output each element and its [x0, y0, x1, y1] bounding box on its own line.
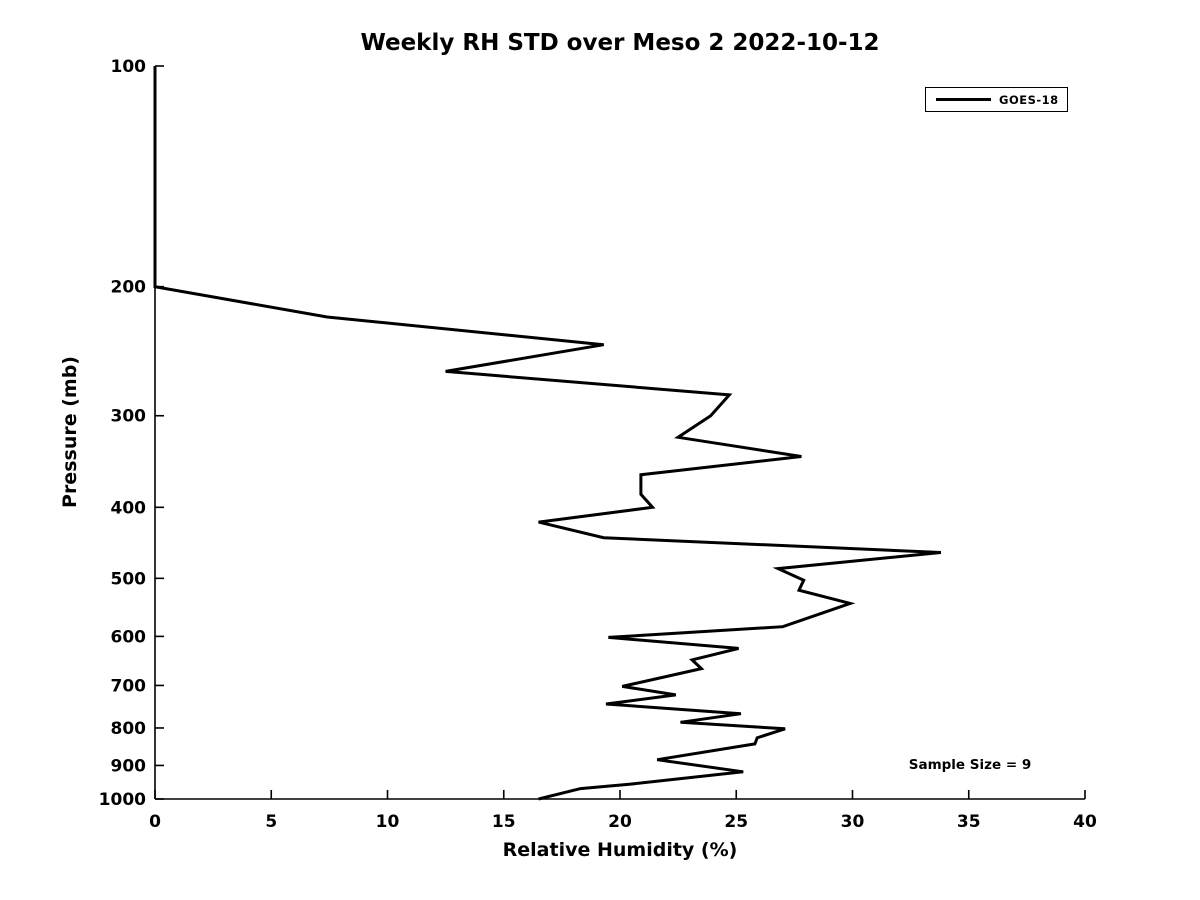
- x-tick-label: 40: [1073, 812, 1097, 832]
- x-axis-label: Relative Humidity (%): [502, 839, 738, 861]
- y-tick-label: 800: [111, 719, 147, 739]
- x-tick-label: 35: [957, 812, 981, 832]
- x-tick-label: 0: [149, 812, 161, 832]
- x-tick-label: 30: [841, 812, 865, 832]
- y-tick-label: 1000: [99, 790, 146, 810]
- x-tick-label: 5: [265, 812, 277, 832]
- x-tick-label: 10: [376, 812, 400, 832]
- chart-title: Weekly RH STD over Meso 2 2022-10-12: [360, 30, 880, 56]
- y-tick-label: 900: [111, 756, 147, 776]
- y-tick-label: 200: [111, 278, 147, 298]
- x-tick-label: 25: [724, 812, 748, 832]
- x-tick-label: 20: [608, 812, 632, 832]
- legend-line-sample: [936, 98, 991, 101]
- legend-box: GOES-18: [925, 87, 1068, 112]
- y-tick-label: 700: [111, 676, 147, 696]
- y-tick-label: 300: [111, 407, 147, 427]
- legend-label: GOES-18: [999, 92, 1059, 107]
- y-tick-label: 100: [111, 57, 147, 77]
- y-tick-label: 400: [111, 498, 147, 518]
- y-tick-label: 600: [111, 627, 147, 647]
- data-line-goes-18: [153, 66, 942, 801]
- y-tick-label: 500: [111, 569, 147, 589]
- sample-size-annotation: Sample Size = 9: [908, 757, 1032, 773]
- x-tick-label: 15: [492, 812, 516, 832]
